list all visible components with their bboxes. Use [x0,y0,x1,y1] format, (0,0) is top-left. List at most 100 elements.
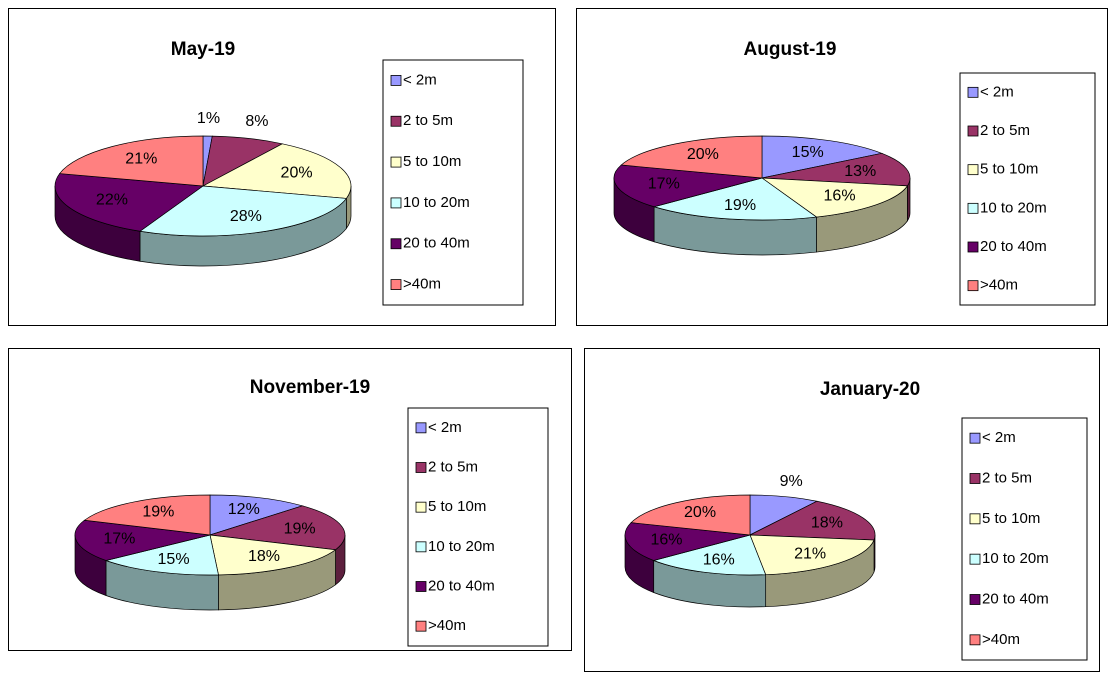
data-label: 19% [142,504,174,521]
legend-label: 10 to 20m [428,538,495,555]
legend-swatch [969,513,981,525]
legend-swatch [415,422,427,434]
data-label: 12% [228,501,260,518]
data-label: 8% [245,113,268,130]
data-label: 15% [158,551,190,568]
legend-label: < 2m [980,83,1014,100]
data-label: 21% [794,545,826,562]
legend-swatch [969,553,981,565]
legend-label: < 2m [428,419,462,436]
pie-slice [74,519,211,561]
pie-slice [760,177,909,218]
pie-slice [58,135,204,187]
legend-swatch [969,432,981,444]
pie-slice [139,185,348,237]
legend-label: 5 to 10m [428,498,486,515]
pie-slice [761,152,911,187]
legend-label: 2 to 5m [982,469,1032,486]
legend-swatch [415,581,427,592]
legend-label: 10 to 20m [403,194,470,211]
data-label: 19% [724,197,756,214]
data-label: 16% [703,552,735,569]
legend-swatch [390,279,402,290]
legend-swatch [415,462,427,473]
legend-label: 5 to 10m [980,161,1038,178]
legend-box [382,59,524,306]
pie-slice [748,500,876,541]
legend-swatch [967,280,979,292]
legend-swatch [967,86,979,98]
legend-swatch [967,164,979,176]
data-label: 17% [103,530,135,547]
legend-label: < 2m [982,429,1016,446]
data-label: 9% [780,473,803,490]
data-label: 28% [230,208,262,225]
data-label: 18% [811,515,843,532]
chart-title: August-19 [744,39,837,60]
pie-slice [201,143,352,199]
chart-title: January-20 [820,379,920,400]
legend-swatch [390,197,402,209]
pie-slice [749,534,875,576]
legend-label: < 2m [403,71,437,88]
legend-label: 10 to 20m [982,550,1049,567]
legend-box [959,72,1096,306]
data-label: 16% [650,531,682,548]
pie-slice [54,173,204,232]
legend-swatch [967,125,979,137]
legend-label: 5 to 10m [982,510,1040,527]
legend-swatch [969,473,981,484]
legend-label: >40m [428,617,466,634]
data-label: 20% [687,146,719,163]
legend-label: 2 to 5m [428,458,478,475]
pie-slice [652,177,818,221]
pie-slice [620,135,763,179]
legend-label: >40m [980,277,1018,294]
legend-swatch [390,75,402,86]
legend-label: 20 to 40m [980,238,1047,255]
legend-label: 20 to 40m [428,577,495,594]
legend-swatch [390,156,402,168]
data-label: 22% [96,192,128,209]
pie-slice [630,494,751,536]
legend-label: >40m [982,631,1020,648]
legend-swatch [390,238,402,250]
legend-swatch [415,620,427,632]
data-label: 19% [284,520,316,537]
chart-title: November-19 [250,377,370,398]
legend-label: 2 to 5m [403,112,453,129]
chart-title: May-19 [171,39,235,60]
legend-label: 5 to 10m [403,153,461,170]
legend-swatch [969,594,981,605]
chart: January-209%18%21%16%16%20%< 2m2 to 5m5 … [584,348,1100,672]
legend-box [961,417,1088,661]
pie-slice [104,534,219,576]
data-label: 17% [648,175,680,192]
data-label: 20% [281,165,313,182]
data-label: 20% [684,504,716,521]
legend-swatch [390,115,402,127]
legend-swatch [415,541,427,553]
legend-label: 2 to 5m [980,122,1030,139]
legend-box [407,407,549,647]
pie-slice [209,534,337,576]
data-label: 1% [197,110,220,127]
legend-label: 10 to 20m [980,199,1047,216]
legend-label: 20 to 40m [403,235,470,252]
chart: May-19 1% 8% 20% 28% 22% 21% < 2m 2 to 5m 5 to 10… [8,8,556,326]
pie-slice [652,534,767,576]
legend-swatch [967,241,979,253]
data-label: 15% [792,144,824,161]
pie-slice [761,135,883,179]
pie-slice [209,494,304,536]
data-label: 16% [824,187,856,204]
legend-label: >40m [403,276,441,293]
data-label: 21% [125,150,157,167]
pie-slice [613,164,763,208]
legend-swatch [967,202,979,214]
pie-slice [83,494,211,536]
chart: August-19 15% 13% 16% 19% 17% 20% < 2m 2 to 5m 5 … [576,8,1108,326]
legend-swatch [415,501,427,513]
